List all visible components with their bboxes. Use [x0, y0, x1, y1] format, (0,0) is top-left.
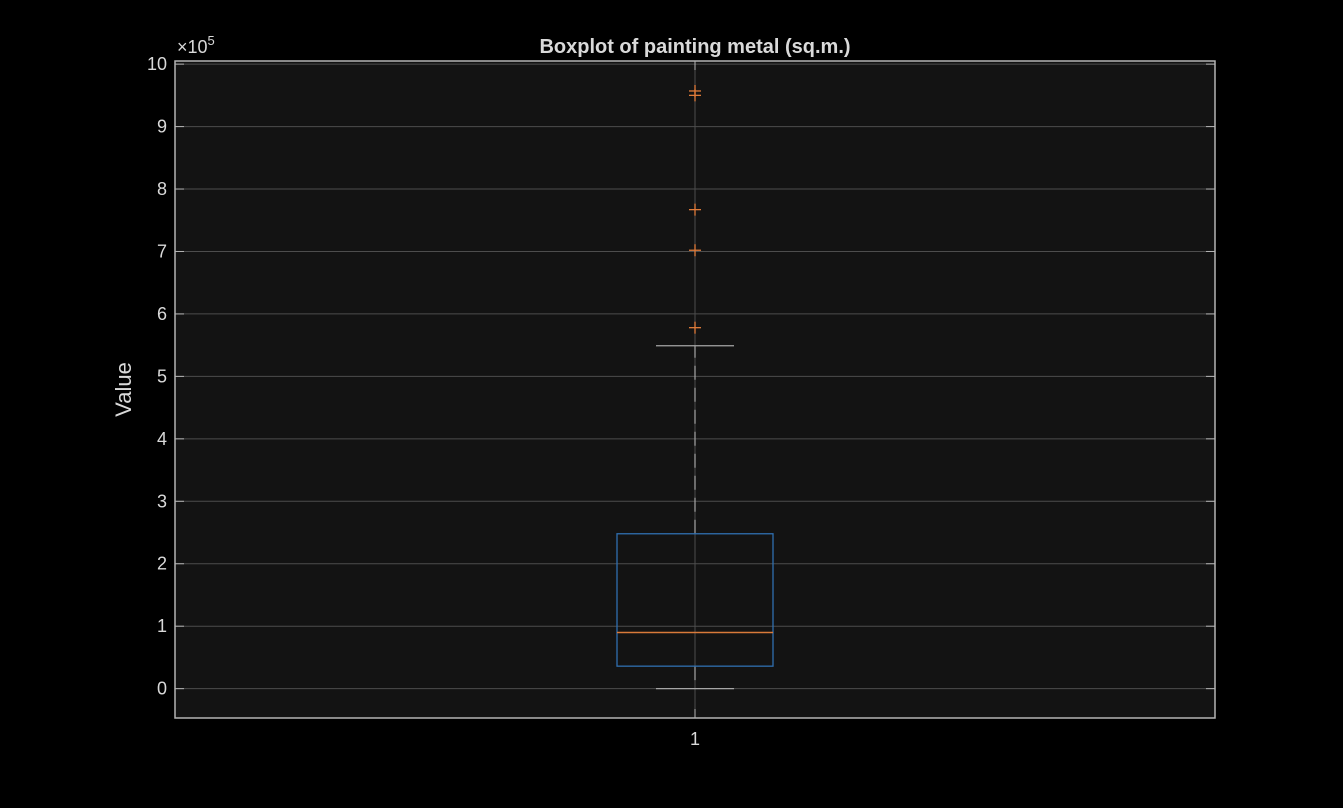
y-tick-label: 9	[157, 117, 167, 137]
outlier-point	[689, 244, 701, 257]
y-exponent-label: ×105	[177, 33, 215, 57]
outlier-point	[689, 203, 701, 216]
x-axis-ticks: 1	[690, 61, 700, 749]
y-tick-label: 3	[157, 491, 167, 511]
x-tick-label: 1	[690, 729, 700, 749]
y-tick-label: 6	[157, 304, 167, 324]
y-tick-label: 0	[157, 679, 167, 699]
outlier-point	[689, 84, 701, 97]
outlier-point	[689, 321, 701, 334]
iqr-box	[616, 533, 774, 667]
y-tick-label: 1	[157, 616, 167, 636]
y-tick-label: 7	[157, 241, 167, 261]
y-tick-label: 8	[157, 179, 167, 199]
exponent-base: ×10	[177, 37, 208, 57]
y-tick-label: 4	[157, 429, 167, 449]
y-axis-label: Value	[111, 362, 136, 417]
y-tick-label: 10	[147, 54, 167, 74]
y-axis-ticks: 0 1 2 3 4 5 6 7 8 9 10	[147, 54, 1215, 699]
y-tick-label: 5	[157, 366, 167, 386]
boxes	[616, 533, 774, 667]
y-tick-label: 2	[157, 554, 167, 574]
chart-title: Boxplot of painting metal (sq.m.)	[539, 36, 850, 58]
exponent-power: 5	[208, 33, 215, 48]
whiskers	[656, 345, 734, 690]
outliers	[689, 84, 701, 334]
